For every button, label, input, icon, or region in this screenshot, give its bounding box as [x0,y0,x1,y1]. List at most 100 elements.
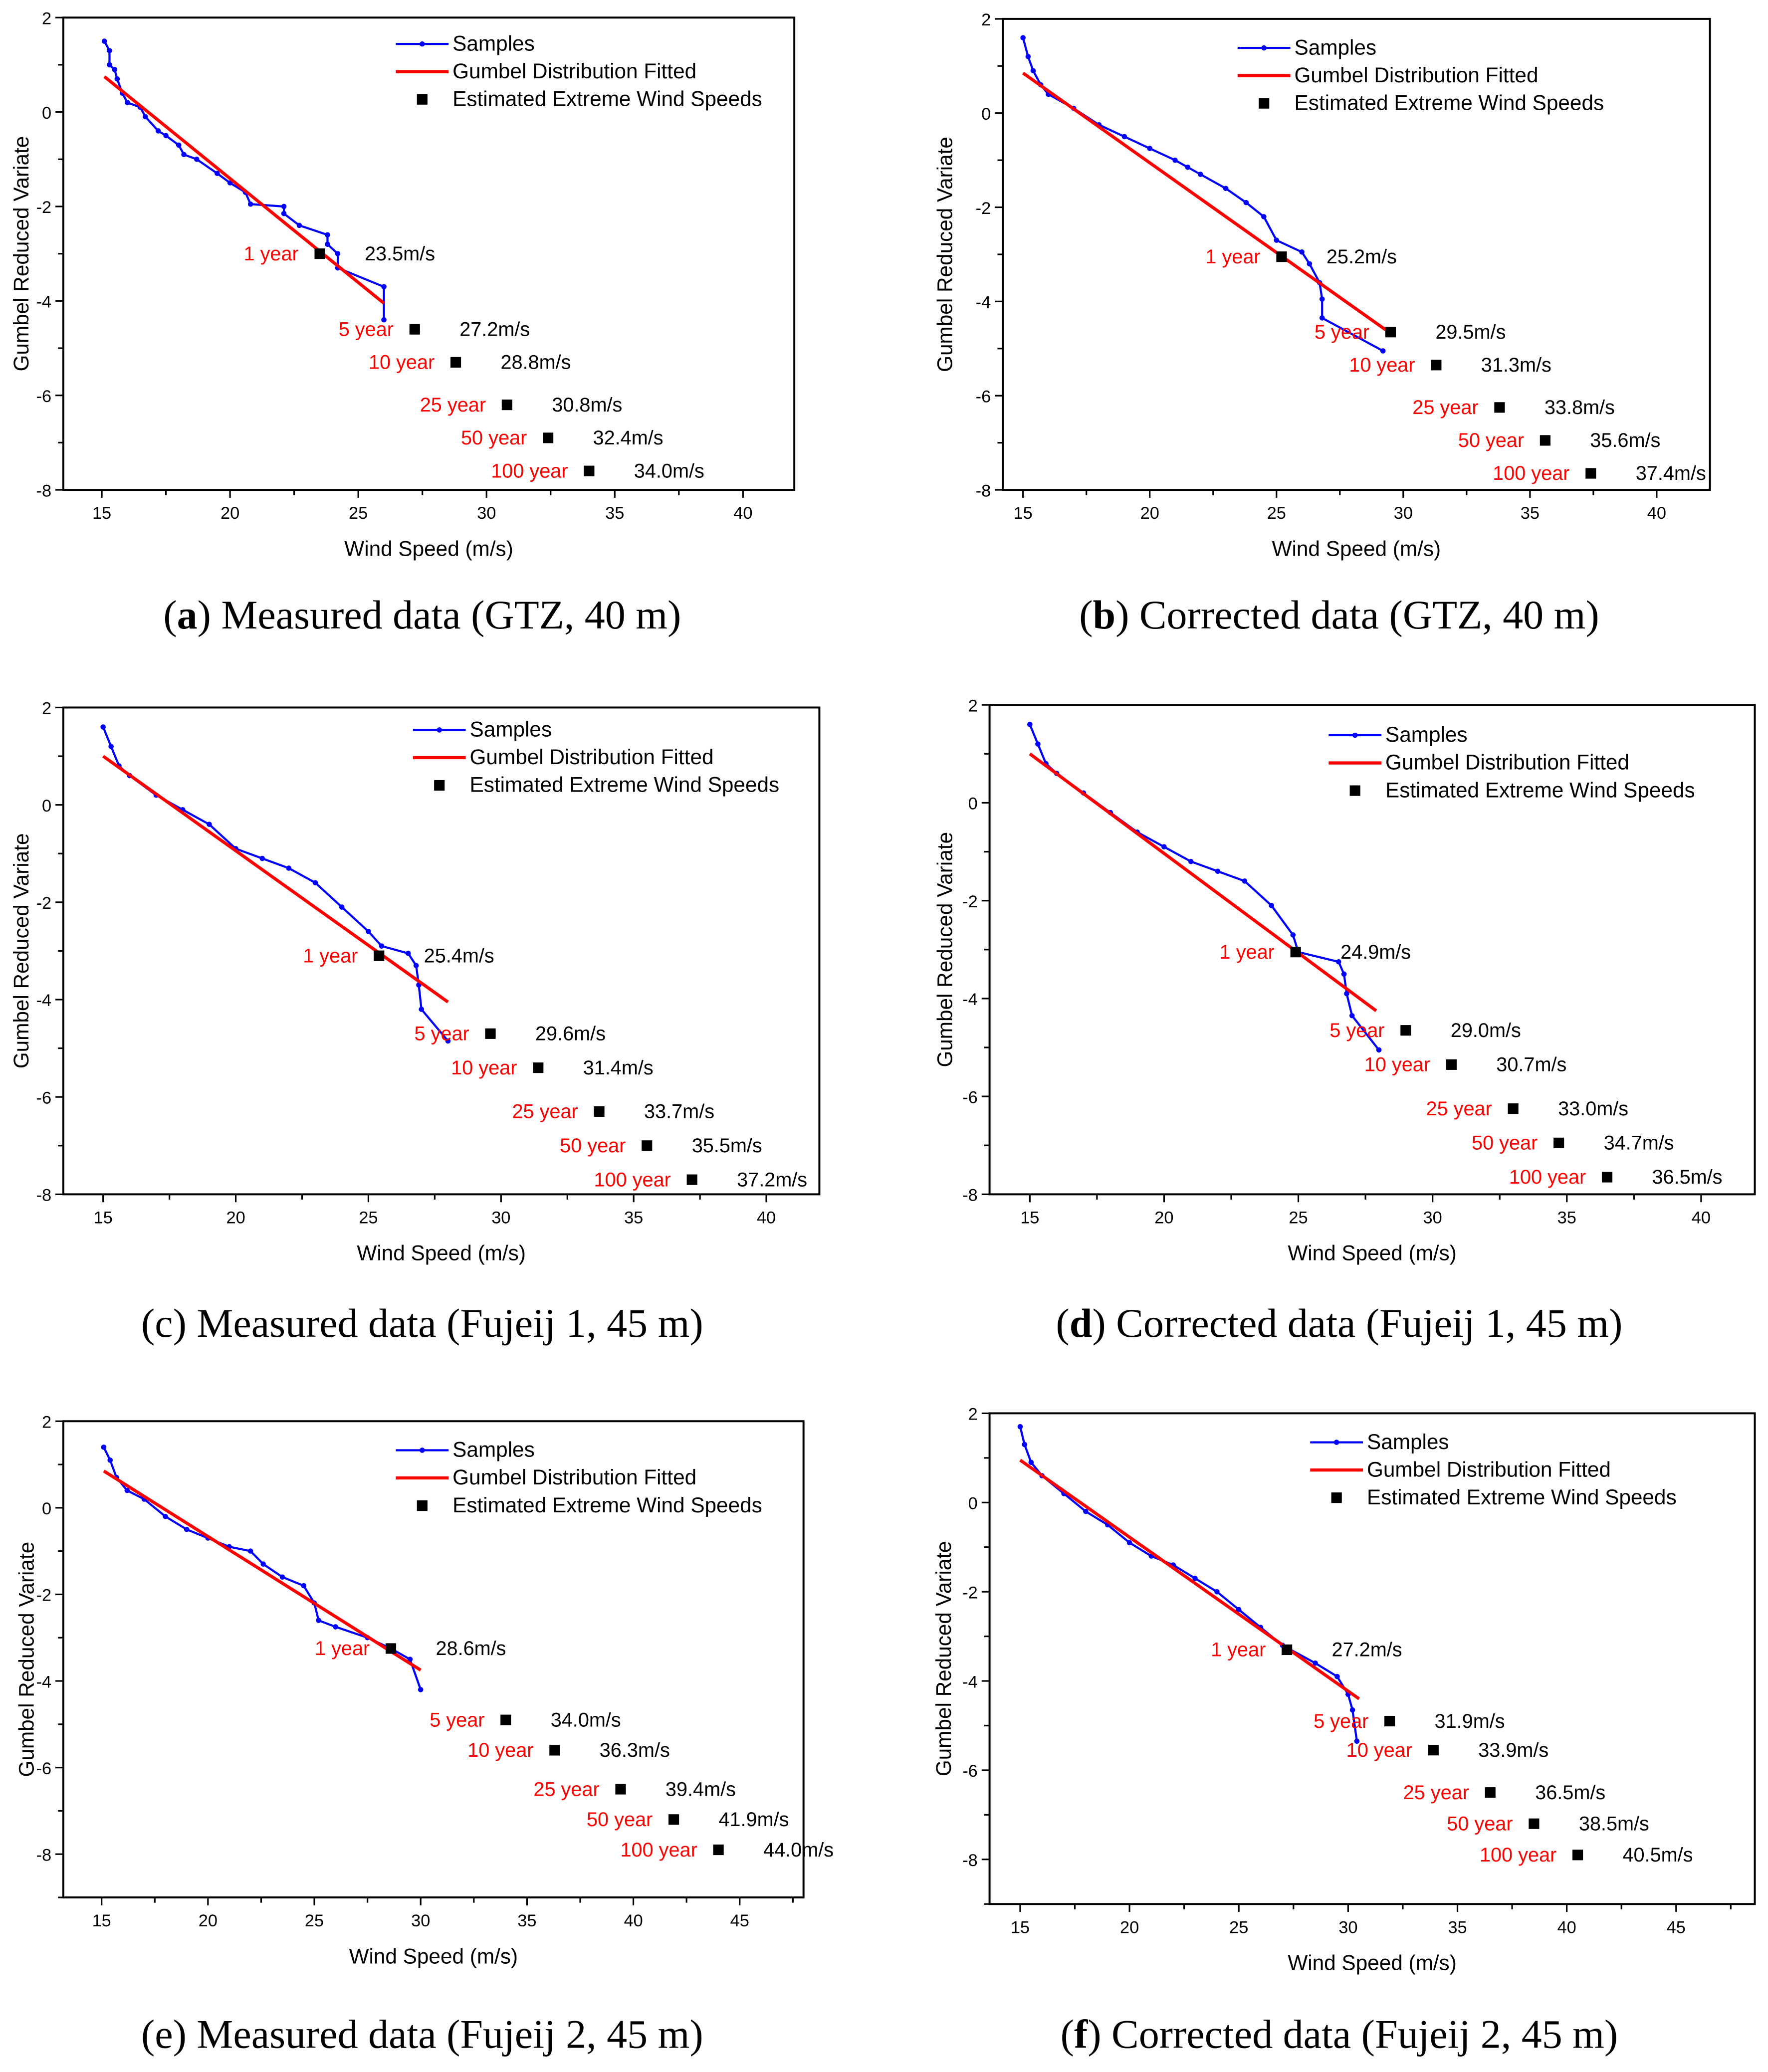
legend: Samples Gumbel Distribution Fitted Estimat… [1310,1430,1677,1509]
x-tick-label: 20 [199,1911,218,1930]
x-tick-label: 15 [1020,1209,1039,1228]
estimate-value-label: 31.4m/s [583,1057,654,1079]
plot-frame [62,1420,805,1899]
caption-text: Measured data (Fujeij 2, 45 m) [187,2012,703,2057]
y-tick-label: -2 [962,892,978,911]
legend-entry: Gumbel Distribution Fitted [452,59,696,83]
estimate-marker [1282,1644,1293,1656]
estimate-marker [549,1745,560,1756]
estimate-marker [686,1174,697,1185]
y-tick-label: -4 [36,293,52,312]
x-tick-label: 15 [94,1209,113,1228]
sample-point [101,38,107,44]
y-tick-label: -2 [976,199,991,218]
x-tick-label: 30 [491,1209,510,1228]
sample-point [124,1487,130,1493]
legend-estimate-swatch [417,94,428,105]
legend-estimate-swatch [1259,98,1270,109]
sample-point [419,1007,425,1012]
caption-letter: c [155,1300,173,1346]
y-tick-label: -2 [962,1583,978,1602]
estimate-marker [385,1643,397,1654]
estimate-marker [1572,1850,1583,1861]
return-period-label: 25 year [1403,1782,1469,1804]
estimate-value-label: 40.5m/s [1622,1844,1693,1866]
estimate-value-label: 35.5m/s [692,1135,762,1157]
x-tick-label: 40 [1647,504,1666,523]
return-period-label: 50 year [587,1809,653,1831]
return-period-label: 5 year [339,318,394,340]
estimate-marker [1276,251,1287,262]
return-period-label: 5 year [1315,321,1369,343]
sample-point [215,171,220,176]
sample-point [1147,146,1153,151]
legend: Samples Gumbel Distribution Fitted Estimat… [396,31,762,110]
sample-point [1349,1013,1355,1019]
sample-point [247,201,253,207]
estimate-marker [1384,1715,1395,1727]
estimate-marker [1446,1059,1457,1070]
y-tick-label: -4 [962,990,978,1009]
caption-paren: ) [1088,2012,1101,2057]
estimate-marker [1540,435,1550,446]
estimate-value-label: 32.4m/s [593,427,663,449]
gumbel-fit-line [1019,1458,1360,1700]
estimate-marker [450,357,461,368]
sample-point [1376,1047,1382,1053]
x-tick-label: 20 [1154,1209,1173,1228]
x-tick-label: 30 [1394,504,1413,523]
estimate-marker [1428,1745,1439,1756]
estimate-marker [501,400,512,411]
return-period-label: 25 year [1412,397,1478,418]
caption-text: Measured data (GTZ, 40 m) [211,592,681,637]
sample-point [1030,68,1036,74]
y-tick-label: -8 [36,1846,52,1865]
estimate-marker [615,1784,626,1795]
x-tick-label: 35 [1448,1918,1467,1937]
estimate-value-label: 30.8m/s [552,394,622,416]
sample-point [1028,1459,1034,1465]
return-period-label: 100 year [1509,1166,1586,1188]
sample-point [1198,172,1203,177]
caption-letter: b [1093,592,1116,637]
x-tick-label: 35 [605,504,624,523]
estimate-value-label: 36.5m/s [1652,1166,1722,1188]
estimate-marker [485,1028,496,1039]
estimate-value-label: 37.2m/s [737,1169,807,1191]
estimate-value-label: 28.8m/s [500,352,571,374]
y-tick-label: 2 [42,1413,51,1432]
return-period-label: 10 year [369,352,435,374]
estimate-value-label: 34.7m/s [1604,1132,1674,1154]
sample-point [259,855,265,861]
estimate-value-label: 24.9m/s [1340,941,1411,963]
estimate-marker [1529,1818,1540,1829]
y-tick-label: 0 [42,104,51,123]
x-tick-label: 25 [349,504,368,523]
estimate-value-label: 31.9m/s [1435,1710,1505,1732]
legend-estimate-swatch [434,780,445,791]
sample-point [1027,722,1033,727]
sample-point [325,232,330,238]
estimate-value-label: 44.0m/s [763,1839,834,1861]
legend-entry: Estimated Extreme Wind Speeds [470,773,780,797]
y-tick-label: -4 [962,1672,978,1691]
sample-point [1214,1589,1220,1595]
estimate-value-label: 25.2m/s [1326,246,1397,268]
sample-point [301,1583,307,1589]
y-tick-label: 2 [968,1405,978,1424]
return-period-label: 5 year [1329,1020,1384,1041]
sample-point [107,48,112,53]
sample-point [1290,932,1296,938]
estimate-value-label: 39.4m/s [665,1778,736,1800]
sample-point [405,951,411,956]
estimate-marker [713,1844,724,1856]
return-period-label: 100 year [620,1839,697,1861]
estimate-marker [1485,1787,1496,1798]
y-tick-label: -6 [962,1762,978,1781]
legend-entry: Gumbel Distribution Fitted [452,1465,696,1489]
estimate-value-label: 27.2m/s [1332,1639,1402,1661]
caption-paren: ( [163,592,177,637]
return-period-label: 1 year [1211,1639,1266,1661]
samples-line [1029,724,1380,1051]
